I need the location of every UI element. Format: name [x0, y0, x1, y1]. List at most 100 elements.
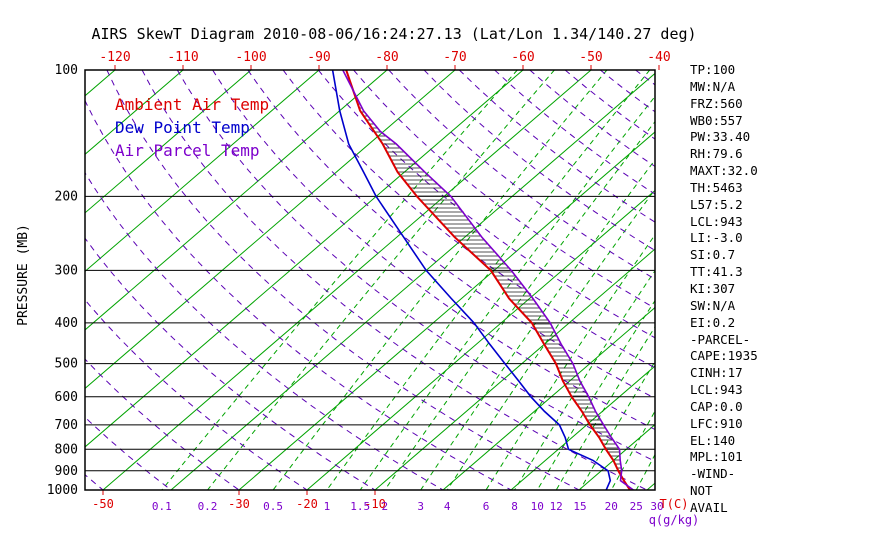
axis-labels: -120 -110 -100 -90 -80 -70 -60 -50 -40 100 200 300 4…: [47, 50, 671, 513]
parcel-temp-curve: [342, 70, 634, 490]
isotherm-line: [85, 70, 320, 273]
top-axis-label: -50: [579, 50, 602, 65]
dry-adiabat-line: [85, 298, 308, 490]
stat-line: SI:0.7: [690, 247, 736, 263]
pressure-axis-label: 400: [55, 316, 78, 331]
mixing-ratio-label: 1.5: [350, 500, 370, 513]
stat-line: LFC:910: [690, 415, 743, 431]
mixing-ratio-line: [514, 269, 655, 490]
chart-title: AIRS SkewT Diagram 2010-08-06/16:24:27.1…: [91, 25, 696, 43]
mixing-ratio-label: 10: [531, 500, 544, 513]
stat-line: NOT: [690, 483, 713, 499]
mixing-ratio-label: 30: [650, 500, 663, 513]
bottom-temp-label: -50: [92, 497, 114, 511]
stat-line: CINH:17: [690, 365, 743, 381]
stat-line: RH:79.6: [690, 146, 743, 162]
pressure-axis-title: PRESSURE (MB): [16, 224, 31, 326]
mixing-ratio-label: 2: [381, 500, 388, 513]
pressure-axis-label: 700: [55, 418, 78, 433]
dry-adiabat-line: [85, 237, 376, 490]
isotherm-line: [85, 70, 184, 156]
mixing-ratio-label: 1: [324, 500, 331, 513]
isotherm-line: [85, 70, 524, 448]
top-axis-label: -80: [375, 50, 398, 65]
mixing-ratio-label: 15: [573, 500, 586, 513]
mixing-ratio-label: 0.5: [263, 500, 283, 513]
pressure-axis-label: 900: [55, 464, 78, 479]
mixing-ratio-label: 20: [605, 500, 618, 513]
mixing-ratio-label: 6: [483, 500, 490, 513]
cape-hatch: [356, 99, 622, 473]
stat-line: CAP:0.0: [690, 398, 743, 414]
bottom-temp-label: -20: [296, 497, 318, 511]
top-axis-label: -100: [235, 50, 266, 65]
mixing-ratio-line: [384, 120, 655, 490]
stat-line: EL:140: [690, 432, 736, 448]
dry-adiabat-line: [141, 70, 648, 490]
stat-line: MPL:101: [690, 449, 743, 465]
dry-adiabat-line: [388, 70, 655, 280]
sounding-curves: [331, 70, 634, 490]
isotherm-line: [442, 306, 655, 490]
pressure-axis-label: 600: [55, 390, 78, 405]
stat-line: CAPE:1935: [690, 348, 758, 364]
mixing-ratio-label: 12: [550, 500, 563, 513]
mixing-ratio-line: [579, 360, 655, 490]
isotherm-line: [85, 70, 252, 214]
top-axis-label: -120: [99, 50, 130, 65]
stats-panel: TP:100 MW:N/A FRZ:560 WB0:557 PW:33.40 RH:79.…: [690, 62, 865, 517]
mixing-ratio-line: [207, 70, 555, 490]
mixing-ratio-line: [272, 70, 608, 490]
top-axis-label: -110: [167, 50, 198, 65]
stat-line: WB0:557: [690, 112, 743, 128]
dewpoint-temp-curve: [331, 70, 612, 490]
stat-line: -PARCEL-: [690, 331, 751, 347]
top-axis-label: -60: [511, 50, 534, 65]
stat-line: MW:N/A: [690, 78, 736, 94]
isotherm-line: [170, 72, 655, 490]
temp-unit-label: T(C): [660, 497, 689, 511]
legend-ambient-air-temp: Ambient Air Temp: [115, 95, 269, 114]
mixing-ratio-line: [326, 70, 651, 490]
isotherm-line: [238, 131, 655, 490]
dry-adiabat-line: [247, 70, 655, 399]
dry-adiabat-line: [317, 70, 655, 339]
plot-border: [84, 69, 656, 491]
stat-line: AVAIL: [690, 499, 728, 515]
isotherm-line: [306, 189, 655, 490]
dry-adiabat-line: [85, 416, 172, 490]
isotherm-line: [85, 70, 456, 390]
stat-line: SW:N/A: [690, 297, 736, 313]
dry-adiabat-line: [85, 358, 240, 490]
legend-air-parcel-temp: Air Parcel Temp: [115, 141, 260, 160]
stat-line: TP:100: [690, 62, 736, 77]
isotherm-line: [102, 70, 592, 490]
mixing-ratio-label: 3: [417, 500, 424, 513]
stat-line: -WIND-: [690, 466, 736, 482]
dry-adiabat-line: [423, 70, 655, 252]
pressure-axis-label: 100: [55, 63, 78, 78]
stat-line: TT:41.3: [690, 264, 743, 280]
mixing-ratio-line: [161, 70, 518, 490]
dry-adiabat-line: [212, 70, 655, 431]
isotherm-line: [85, 70, 388, 331]
stat-line: TH:5463: [690, 179, 743, 195]
dry-adiabat-line: [106, 70, 580, 490]
isotherm-line: [374, 248, 655, 490]
pressure-axis-label: 300: [55, 263, 78, 278]
pressure-axis-label: 500: [55, 357, 78, 372]
stat-line: EI:0.2: [690, 314, 736, 330]
stat-line: KI:307: [690, 280, 736, 296]
dry-adiabat-line: [353, 70, 655, 309]
stat-line: LCL:943: [690, 382, 743, 398]
stat-line: L57:5.2: [690, 196, 743, 212]
pressure-axis-label: 800: [55, 442, 78, 457]
stat-line: PW:33.40: [690, 129, 751, 145]
bottom-temp-label: -30: [228, 497, 250, 511]
legend-dew-point-temp: Dew Point Temp: [115, 118, 250, 137]
dry-adiabat-line: [85, 171, 444, 490]
mixing-ratio-label: 0.1: [152, 500, 172, 513]
stat-line: LI:-3.0: [690, 230, 743, 246]
dry-adiabat-line: [85, 99, 512, 490]
